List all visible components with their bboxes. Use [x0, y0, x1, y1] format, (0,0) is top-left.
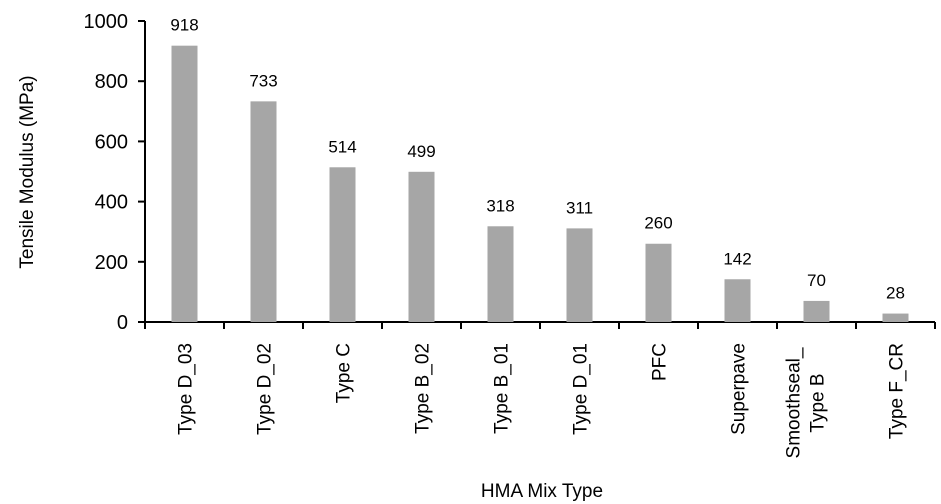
x-tick-label: Type B_01	[492, 343, 513, 434]
bar	[803, 300, 830, 322]
x-tick-label: Type D_02	[255, 343, 276, 435]
y-tick-label: 200	[95, 252, 128, 274]
data-label: 499	[407, 142, 435, 161]
y-tick-label: 400	[95, 192, 128, 214]
data-label: 318	[486, 196, 514, 215]
y-axis-title: Tensile Modulus (MPa)	[17, 75, 38, 268]
bar	[250, 101, 277, 322]
bar	[487, 226, 514, 322]
y-tick-label: 800	[95, 71, 128, 93]
data-label: 70	[807, 271, 826, 290]
bar	[566, 228, 593, 322]
bar	[645, 243, 672, 322]
data-label: 918	[170, 16, 198, 35]
data-label: 260	[644, 214, 672, 233]
x-tick-label: PFC	[650, 343, 671, 381]
bar	[882, 313, 909, 322]
bar	[329, 167, 356, 322]
x-tick-label: Type C	[334, 343, 355, 403]
x-tick-label: Type D_01	[571, 343, 592, 435]
data-label: 28	[886, 284, 905, 303]
y-tick-label: 1000	[84, 11, 129, 33]
x-tick-label: Superpave	[729, 343, 750, 435]
x-tick-label: Smoothseal_ Type B	[784, 347, 829, 458]
data-label: 311	[566, 198, 593, 217]
bar	[724, 279, 751, 322]
bar	[408, 171, 435, 322]
x-tick-label: Type F_CR	[887, 343, 908, 439]
plot-area: 0 200 400 600 800 1000 918 Type D_03 733 Type D_0…	[84, 11, 936, 458]
data-label: 733	[249, 71, 277, 90]
bar	[171, 45, 198, 322]
x-tick-label: Type B_02	[413, 343, 434, 434]
data-label: 142	[723, 249, 751, 268]
x-tick-label: Type D_03	[176, 343, 197, 435]
y-tick-label: 600	[95, 131, 128, 153]
data-label: 514	[328, 137, 356, 156]
y-tick-label: 0	[117, 312, 128, 334]
x-axis-title: HMA Mix Type	[481, 481, 603, 502]
